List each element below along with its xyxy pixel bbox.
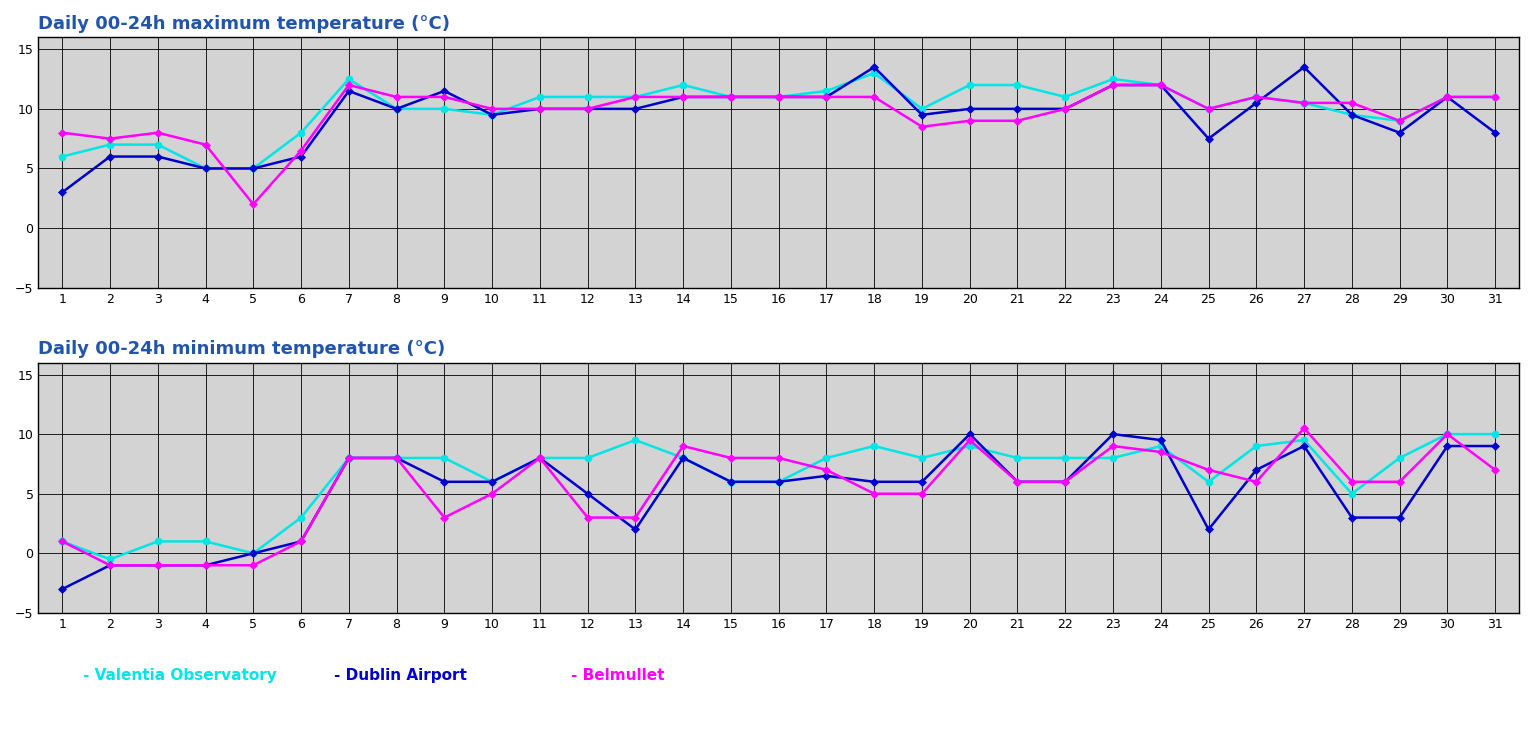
Text: Daily 00-24h minimum temperature (°C): Daily 00-24h minimum temperature (°C)	[38, 340, 445, 358]
Text: - Dublin Airport: - Dublin Airport	[334, 668, 468, 683]
Text: - Belmullet: - Belmullet	[571, 668, 664, 683]
Text: - Valentia Observatory: - Valentia Observatory	[83, 668, 276, 683]
Text: Daily 00-24h maximum temperature (°C): Daily 00-24h maximum temperature (°C)	[38, 15, 451, 33]
